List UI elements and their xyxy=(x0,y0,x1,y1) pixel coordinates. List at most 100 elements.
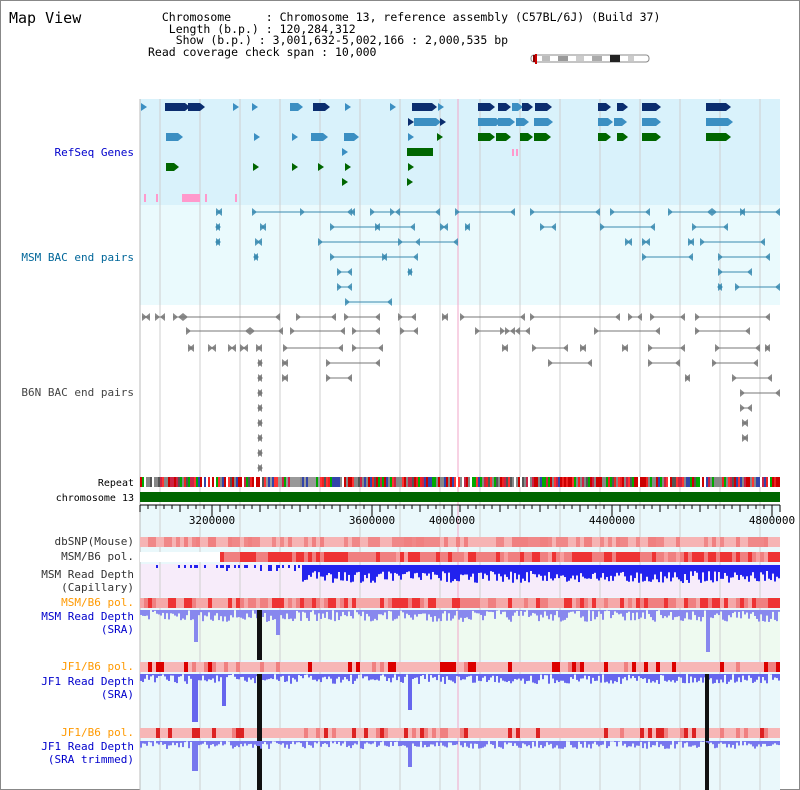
refseq-gene[interactable] xyxy=(437,133,443,141)
bac-end[interactable] xyxy=(300,208,305,216)
gene-arrow[interactable] xyxy=(606,133,611,141)
gene-arrow[interactable] xyxy=(506,133,511,141)
refseq-gene[interactable] xyxy=(478,133,490,141)
bac-end[interactable] xyxy=(145,313,150,321)
bac-end[interactable] xyxy=(407,268,412,276)
bac-end[interactable] xyxy=(257,389,262,397)
bac-end[interactable] xyxy=(700,238,705,246)
bac-end[interactable] xyxy=(326,359,331,367)
gene-arrow[interactable] xyxy=(656,133,661,141)
bac-end[interactable] xyxy=(326,374,331,382)
refseq-gene[interactable] xyxy=(165,103,185,111)
refseq-gene[interactable] xyxy=(498,118,510,126)
refseq-gene[interactable] xyxy=(345,103,351,111)
bac-end[interactable] xyxy=(695,313,700,321)
refseq-gene[interactable] xyxy=(642,103,656,111)
bac-end[interactable] xyxy=(215,238,220,246)
refseq-gene[interactable] xyxy=(440,118,446,126)
bac-end[interactable] xyxy=(715,344,720,352)
bac-end[interactable] xyxy=(747,268,752,276)
bac-end[interactable] xyxy=(642,253,647,261)
bac-end[interactable] xyxy=(540,223,545,231)
bac-end[interactable] xyxy=(765,253,770,261)
bac-end[interactable] xyxy=(350,208,355,216)
bac-end[interactable] xyxy=(413,253,418,261)
bac-end[interactable] xyxy=(530,313,535,321)
bac-end[interactable] xyxy=(290,327,295,335)
refseq-gene[interactable] xyxy=(617,133,623,141)
bac-end[interactable] xyxy=(735,283,740,291)
refseq-gene[interactable] xyxy=(292,133,298,141)
refseq-gene[interactable] xyxy=(512,103,518,111)
refseq-gene[interactable] xyxy=(344,133,354,141)
bac-end[interactable] xyxy=(347,283,352,291)
refseq-gene[interactable] xyxy=(252,103,258,111)
refseq-gene[interactable] xyxy=(534,118,548,126)
refseq-gene[interactable] xyxy=(642,133,656,141)
bac-end[interactable] xyxy=(645,238,650,246)
gene-arrow[interactable] xyxy=(726,133,731,141)
refseq-gene[interactable] xyxy=(318,163,324,171)
refseq-gene[interactable] xyxy=(706,103,726,111)
bac-end[interactable] xyxy=(253,253,258,261)
bac-end[interactable] xyxy=(398,313,403,321)
bac-end[interactable] xyxy=(208,344,213,352)
bac-end[interactable] xyxy=(775,283,780,291)
bac-end[interactable] xyxy=(650,313,655,321)
bac-end[interactable] xyxy=(732,374,737,382)
refseq-gene[interactable] xyxy=(520,133,528,141)
bac-end[interactable] xyxy=(257,404,262,412)
bac-end[interactable] xyxy=(563,344,568,352)
chromosome-bar[interactable] xyxy=(140,492,780,502)
bac-end[interactable] xyxy=(413,327,418,335)
bac-end[interactable] xyxy=(173,313,178,321)
bac-end[interactable] xyxy=(475,327,480,335)
bac-end[interactable] xyxy=(228,344,233,352)
bac-end[interactable] xyxy=(211,344,216,352)
bac-end[interactable] xyxy=(460,313,465,321)
refseq-gene[interactable] xyxy=(478,103,490,111)
bac-end[interactable] xyxy=(685,374,690,382)
bac-end[interactable] xyxy=(595,208,600,216)
bac-end[interactable] xyxy=(615,313,620,321)
bac-end[interactable] xyxy=(375,359,380,367)
refseq-gene[interactable] xyxy=(407,148,433,156)
bac-end[interactable] xyxy=(680,313,685,321)
refseq-gene[interactable] xyxy=(598,103,606,111)
bac-end[interactable] xyxy=(155,313,160,321)
bac-end[interactable] xyxy=(257,434,262,442)
refseq-gene[interactable] xyxy=(188,103,200,111)
refseq-gene[interactable] xyxy=(345,163,351,171)
bac-end[interactable] xyxy=(642,238,647,246)
bac-end[interactable] xyxy=(680,344,685,352)
refseq-gene[interactable] xyxy=(233,103,239,111)
bac-end[interactable] xyxy=(650,223,655,231)
gene-arrow[interactable] xyxy=(510,118,515,126)
bac-end[interactable] xyxy=(645,208,650,216)
refseq-gene[interactable] xyxy=(292,163,298,171)
refseq-gene[interactable] xyxy=(516,118,524,126)
bac-end[interactable] xyxy=(215,223,220,231)
gene-arrow[interactable] xyxy=(546,133,551,141)
bac-end[interactable] xyxy=(375,223,380,231)
gene-arrow[interactable] xyxy=(623,103,628,111)
bac-end[interactable] xyxy=(378,344,383,352)
bac-end[interactable] xyxy=(740,389,745,397)
bac-end[interactable] xyxy=(283,359,288,367)
refseq-gene[interactable] xyxy=(535,103,547,111)
bac-end[interactable] xyxy=(775,389,780,397)
gene-arrow[interactable] xyxy=(623,133,628,141)
refseq-gene[interactable] xyxy=(598,133,606,141)
bac-end[interactable] xyxy=(530,208,535,216)
bac-end[interactable] xyxy=(610,208,615,216)
refseq-gene[interactable] xyxy=(290,103,298,111)
bac-end[interactable] xyxy=(740,404,745,412)
refseq-gene[interactable] xyxy=(438,103,444,111)
bac-end[interactable] xyxy=(257,374,262,382)
bac-end[interactable] xyxy=(231,344,236,352)
gene-arrow[interactable] xyxy=(728,118,733,126)
bac-end[interactable] xyxy=(628,313,633,321)
refseq-gene[interactable] xyxy=(478,118,496,126)
bac-end[interactable] xyxy=(723,223,728,231)
gene-arrow[interactable] xyxy=(490,103,495,111)
